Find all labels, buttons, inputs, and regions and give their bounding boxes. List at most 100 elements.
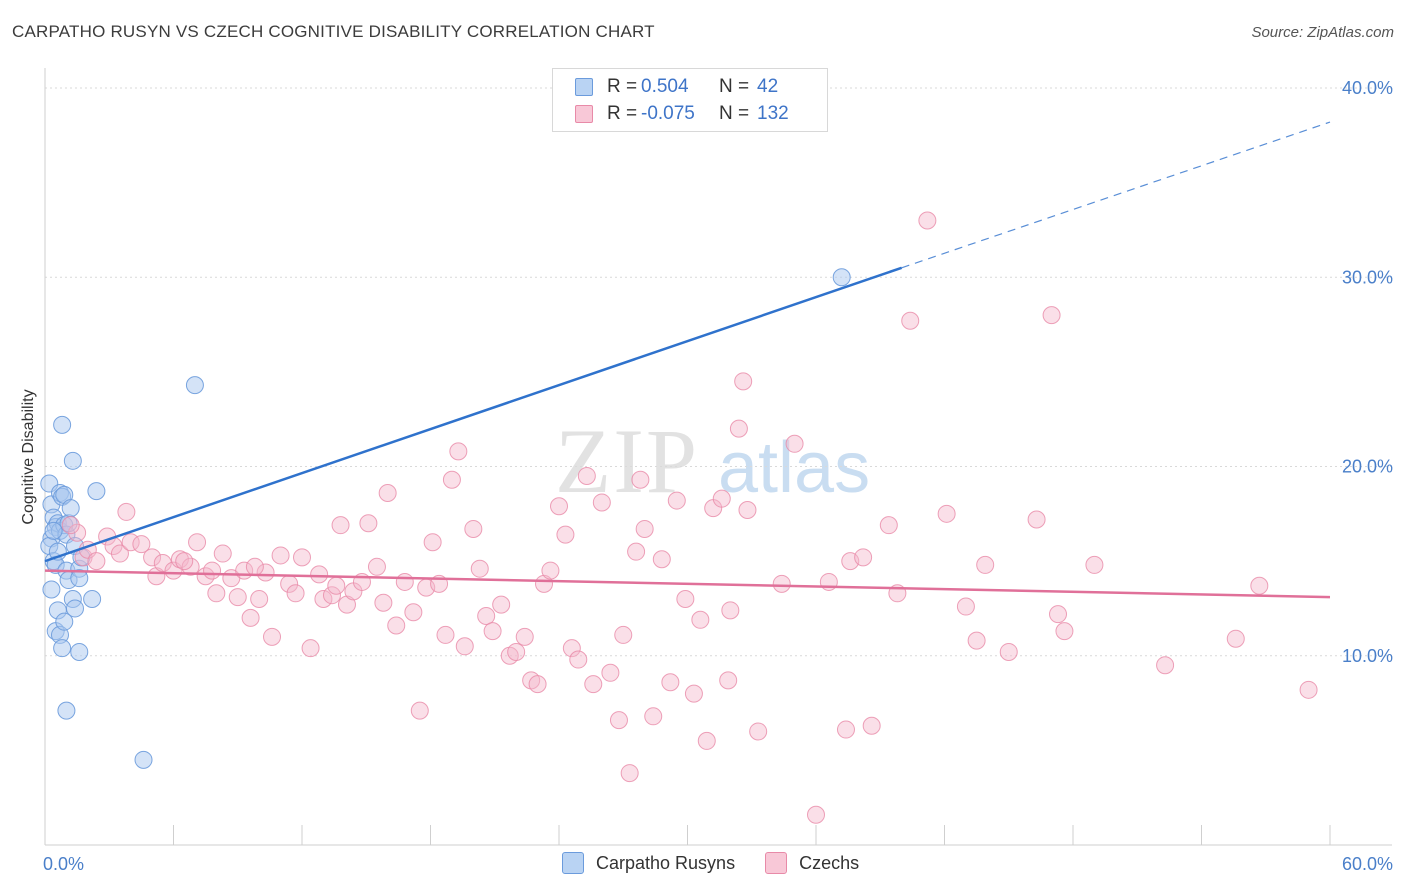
czechs-point bbox=[1299, 680, 1318, 699]
czechs-point bbox=[507, 642, 526, 661]
czechs-point bbox=[245, 557, 264, 576]
series-carpatho-rusyns-points bbox=[40, 268, 851, 769]
czechs-point bbox=[807, 805, 825, 824]
czechs-point bbox=[322, 586, 341, 605]
czechs-point bbox=[976, 555, 995, 574]
carpatho-rusyns-point bbox=[832, 268, 851, 287]
czechs-point bbox=[1156, 656, 1175, 675]
trend-lines bbox=[44, 121, 1331, 599]
czechs-point bbox=[153, 554, 172, 573]
correlation-legend: R = 0.504 N = 42 R = -0.075 N = 132 bbox=[552, 68, 828, 132]
czechs-point bbox=[1055, 622, 1074, 641]
czechs-point bbox=[1250, 576, 1269, 595]
czechs-trend-line bbox=[44, 569, 1331, 599]
czechs-point bbox=[110, 544, 129, 563]
y-tick-label: 10.0% bbox=[1342, 646, 1393, 666]
czechs-point bbox=[256, 563, 275, 582]
czechs-point bbox=[1226, 629, 1245, 648]
carpatho-rusyns-point bbox=[70, 569, 89, 588]
czechs-point bbox=[541, 561, 560, 580]
carpatho-rusyns-trend-line bbox=[44, 266, 903, 563]
czechs-point bbox=[785, 434, 804, 453]
czechs-point bbox=[455, 637, 474, 656]
carpatho-rusyns-point bbox=[63, 451, 82, 470]
czechs-point bbox=[661, 673, 680, 692]
czechs-point bbox=[213, 544, 232, 563]
czechs-point bbox=[999, 642, 1018, 661]
legend-r-value: -0.075 bbox=[641, 103, 695, 124]
legend-item-czechs: Czechs bbox=[765, 852, 859, 874]
czechs-point bbox=[449, 442, 468, 461]
czechs-point bbox=[387, 616, 406, 635]
czechs-point bbox=[697, 731, 716, 750]
czechs-point bbox=[132, 535, 151, 554]
czechs-point bbox=[359, 514, 378, 533]
czechs-point bbox=[188, 533, 207, 552]
watermark: ZIP atlas bbox=[555, 410, 870, 512]
legend-n-value: 42 bbox=[757, 76, 779, 97]
czechs-point bbox=[1049, 605, 1068, 624]
czechs-point bbox=[854, 548, 873, 567]
czechs-point bbox=[577, 466, 596, 485]
czechs-point bbox=[1042, 306, 1061, 325]
czechs-point bbox=[337, 595, 356, 614]
czechs-point bbox=[492, 595, 511, 614]
czechs-point bbox=[61, 516, 80, 535]
czechs-point bbox=[327, 576, 346, 595]
carpatho-rusyns-point bbox=[44, 521, 63, 540]
legend-r-value: 0.504 bbox=[641, 76, 689, 97]
czechs-point bbox=[68, 523, 87, 542]
czechs-point bbox=[515, 627, 534, 646]
y-tick-label: 40.0% bbox=[1342, 78, 1393, 98]
axes bbox=[44, 68, 1392, 846]
czechs-point bbox=[374, 593, 393, 612]
czechs-point bbox=[395, 572, 414, 591]
czechs-point bbox=[378, 483, 397, 502]
czechs-point bbox=[477, 607, 496, 626]
czechs-point bbox=[631, 470, 650, 489]
carpatho-rusyns-point bbox=[55, 612, 74, 631]
czechs-point bbox=[550, 497, 568, 516]
czechs-point bbox=[436, 625, 455, 644]
czechs-point bbox=[117, 502, 136, 521]
czechs-point bbox=[1027, 510, 1046, 529]
czechs-point bbox=[956, 597, 975, 616]
legend-r-label: R = bbox=[607, 76, 638, 97]
czechs-point bbox=[331, 516, 350, 535]
carpatho-rusyns-point bbox=[53, 639, 72, 658]
czechs-point bbox=[862, 716, 881, 735]
legend-n-value: 132 bbox=[757, 103, 789, 124]
legend-n-label: N = bbox=[719, 76, 750, 97]
czechs-point bbox=[901, 311, 920, 330]
czechs-point bbox=[87, 552, 106, 571]
czechs-point bbox=[263, 627, 282, 646]
czechs-point bbox=[667, 491, 686, 510]
czechs-point bbox=[293, 548, 311, 567]
czechs-point bbox=[569, 650, 588, 669]
czechs-point bbox=[601, 663, 620, 682]
carpatho-rusyns-point bbox=[53, 415, 72, 434]
czechs-point bbox=[676, 589, 695, 608]
czechs-point bbox=[937, 504, 956, 523]
y-tick-label: 30.0% bbox=[1342, 267, 1393, 287]
czechs-point bbox=[584, 675, 603, 694]
czechs-point bbox=[592, 493, 611, 512]
czechs-point bbox=[729, 419, 748, 438]
czechs-point bbox=[470, 559, 489, 578]
czechs-point bbox=[749, 722, 768, 741]
czechs-point bbox=[228, 588, 247, 607]
czechs-point bbox=[271, 546, 290, 565]
czechs-point bbox=[203, 561, 222, 580]
legend-label-carpatho-rusyns: Carpatho Rusyns bbox=[596, 852, 736, 873]
legend-swatch-blue bbox=[575, 78, 593, 96]
x-tick-label-max: 60.0% bbox=[1342, 854, 1393, 874]
czechs-point bbox=[967, 631, 986, 650]
legend-item-carpatho-rusyns: Carpatho Rusyns bbox=[562, 852, 735, 874]
carpatho-rusyns-point bbox=[42, 580, 61, 599]
carpatho-rusyns-point bbox=[70, 642, 89, 661]
czechs-point bbox=[721, 601, 740, 620]
carpatho-rusyns-trend-extension bbox=[901, 121, 1331, 269]
czechs-point bbox=[410, 701, 429, 720]
carpatho-rusyns-point bbox=[57, 701, 76, 720]
